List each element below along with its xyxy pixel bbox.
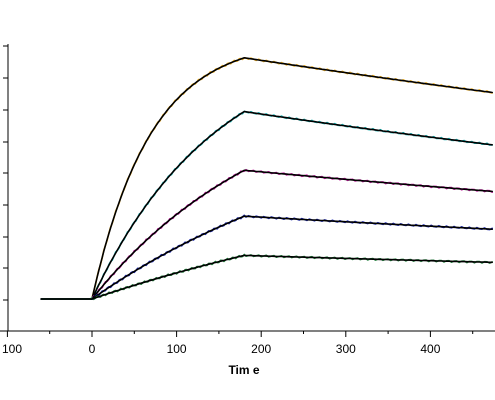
series-fit-line-5 <box>40 254 493 300</box>
series-fit-line-3 <box>40 169 493 300</box>
x-tick-label: 100 <box>167 342 187 356</box>
x-tick-label: 0 <box>89 342 96 356</box>
series-layer <box>40 57 493 301</box>
x-tick-label: 300 <box>336 342 356 356</box>
x-tick-label: 200 <box>251 342 271 356</box>
axes-layer: 100 0 100 200 300 400 <box>0 44 495 356</box>
x-tick-label: 100 <box>2 342 22 356</box>
series-data-line-1 <box>40 57 493 300</box>
x-axis-title: Tim e <box>228 363 259 377</box>
series-data-line-2 <box>40 110 493 300</box>
series-fit-line-4 <box>40 215 493 300</box>
x-tick-label: 400 <box>420 342 440 356</box>
series-fit-line-2 <box>40 110 493 300</box>
series-fit-line-1 <box>40 57 493 300</box>
